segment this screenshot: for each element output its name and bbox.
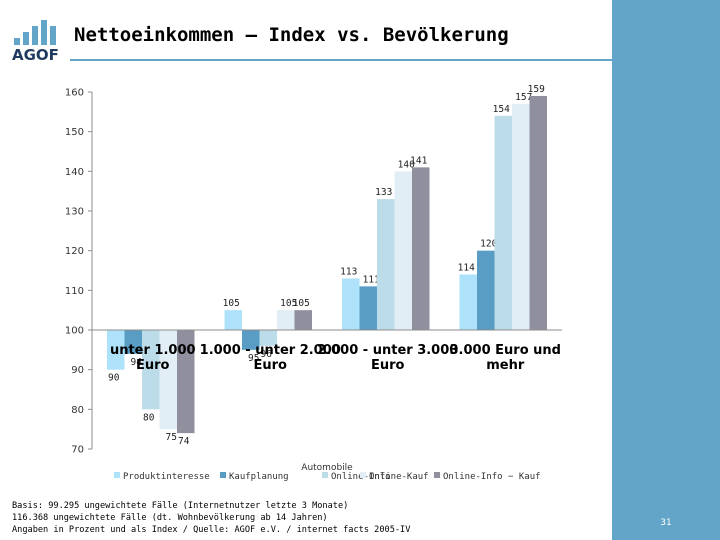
data-label: 80 — [143, 412, 155, 423]
data-label: 157 — [515, 92, 532, 103]
category-label: unter 1.000 Euro — [110, 343, 196, 373]
legend-swatch — [114, 472, 120, 478]
bar — [459, 274, 477, 330]
data-label: 114 — [458, 262, 475, 273]
data-label: 94 — [131, 357, 143, 368]
data-label: 96 — [261, 349, 273, 360]
page-number: 31 — [660, 518, 672, 528]
bar — [277, 310, 295, 330]
y-tick-label: 90 — [71, 365, 84, 376]
legend-swatch — [322, 472, 328, 478]
bar — [377, 199, 395, 330]
data-label: 133 — [375, 187, 392, 198]
category-label: 1.000 - unter 2.000 Euro — [200, 343, 341, 373]
y-tick-label: 120 — [65, 246, 84, 257]
y-tick-label: 140 — [65, 167, 84, 178]
data-label: 120 — [480, 239, 497, 250]
bar — [412, 167, 430, 330]
legend-swatch — [220, 472, 226, 478]
bar — [107, 330, 125, 370]
bar — [477, 250, 495, 330]
y-tick-label: 130 — [65, 207, 84, 218]
data-label: 90 — [108, 373, 120, 384]
logo-text: AGOF — [12, 46, 59, 64]
data-label: 105 — [280, 298, 297, 309]
bar — [359, 286, 377, 330]
y-tick-label: 80 — [71, 405, 84, 416]
agof-logo: AGOF — [12, 18, 62, 64]
logo-bar — [23, 32, 29, 45]
bar — [294, 310, 312, 330]
bar — [142, 330, 160, 410]
sidebar-band — [612, 0, 720, 540]
category-label: 3.000 Euro und mehr — [450, 343, 561, 373]
footnote-line: 116.368 ungewichtete Fälle (dt. Wohnbevö… — [12, 513, 328, 523]
footnote: Basis: 99.295 ungewichtete Fälle (Intern… — [12, 500, 410, 536]
footnote-line: Angaben in Prozent und als Index / Quell… — [12, 525, 411, 535]
bar — [512, 103, 530, 331]
logo-bar — [14, 38, 20, 45]
bar — [177, 330, 195, 434]
legend-label: Kaufplanung — [229, 472, 289, 482]
bar — [394, 171, 412, 330]
bar — [259, 330, 277, 346]
data-label: 95 — [248, 353, 259, 364]
bar — [242, 330, 260, 350]
y-tick-label: 150 — [65, 127, 84, 138]
logo-bar — [41, 20, 47, 45]
data-label: 154 — [493, 104, 510, 115]
data-label: 105 — [293, 298, 310, 309]
legend-title: Automobile — [301, 463, 353, 473]
legend-label: Produktinteresse — [123, 472, 210, 482]
footnote-line: Basis: 99.295 ungewichtete Fälle (Intern… — [12, 501, 349, 511]
y-tick-label: 100 — [65, 326, 84, 337]
data-label: 141 — [410, 155, 427, 166]
bar — [224, 310, 242, 330]
bar — [124, 330, 142, 354]
legend-label: Online-Info − Kauf — [443, 472, 541, 482]
y-tick-label: 160 — [65, 88, 84, 99]
bar — [529, 95, 547, 330]
legend-swatch — [360, 472, 366, 478]
data-label: 159 — [528, 84, 545, 95]
data-label: 140 — [398, 159, 415, 170]
data-label: 75 — [166, 432, 177, 443]
category-label: 2.000 - unter 3.000 Euro — [317, 343, 458, 373]
data-label: 111 — [363, 274, 380, 285]
bar — [494, 115, 512, 330]
legend-swatch — [434, 472, 440, 478]
logo-bar — [32, 26, 38, 45]
y-tick-label: 110 — [65, 286, 84, 297]
bar — [342, 278, 360, 330]
page-title: Nettoeinkommen – Index vs. Bevölkerung — [74, 24, 509, 46]
data-label: 105 — [223, 298, 240, 309]
bar — [159, 330, 177, 430]
legend-label: Online-Kauf — [369, 472, 429, 482]
data-label: 113 — [340, 266, 357, 277]
logo-bar — [50, 26, 56, 45]
title-divider — [70, 59, 612, 61]
bar-chart: 70 80 90 100 110 120 130 140 150 160 90 94 80 75 74 105… — [65, 84, 562, 482]
data-label: 74 — [178, 436, 190, 447]
y-tick-label: 70 — [71, 445, 84, 456]
